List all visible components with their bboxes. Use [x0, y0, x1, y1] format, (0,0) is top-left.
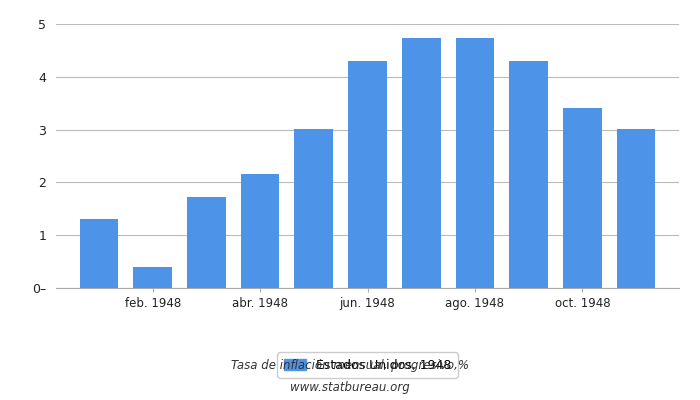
Bar	[402, 38, 440, 288]
Bar	[563, 108, 602, 288]
Bar	[456, 38, 494, 288]
Bar	[295, 128, 333, 288]
Bar	[617, 128, 655, 288]
Bar	[80, 219, 118, 288]
Bar	[133, 267, 172, 288]
Bar	[510, 61, 548, 288]
Bar	[187, 197, 225, 288]
Text: Tasa de inflación mensual, progresivo,%: Tasa de inflación mensual, progresivo,%	[231, 360, 469, 372]
Bar	[241, 174, 279, 288]
Legend: Estados Unidos, 1948: Estados Unidos, 1948	[277, 352, 458, 378]
Text: www.statbureau.org: www.statbureau.org	[290, 382, 410, 394]
Bar	[348, 61, 387, 288]
